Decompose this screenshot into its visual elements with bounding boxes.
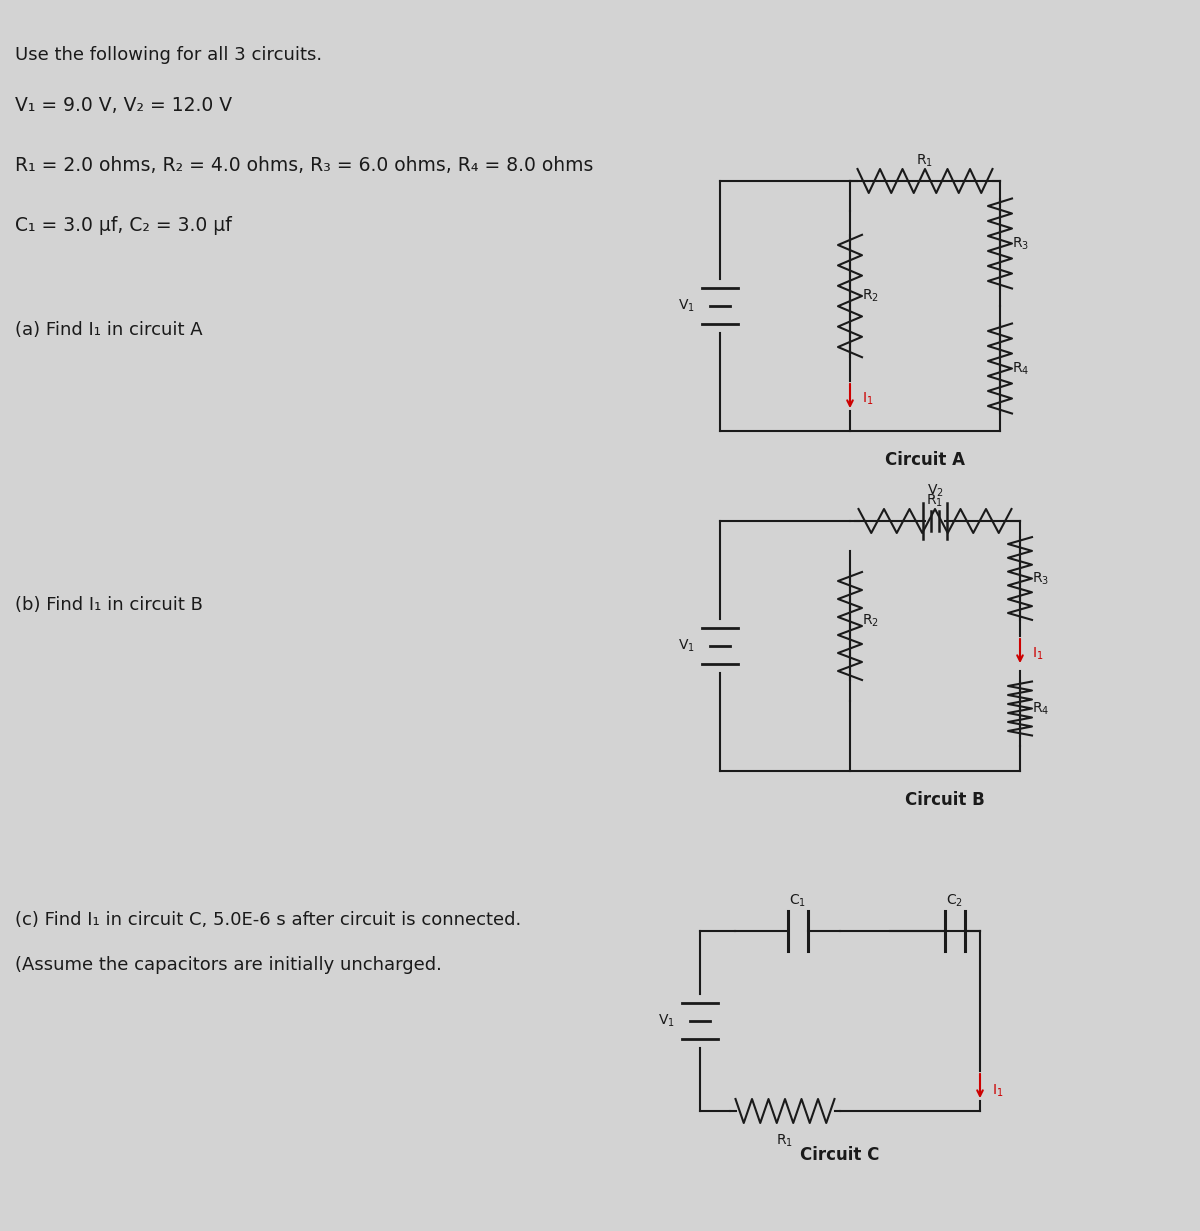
Text: R$_4$: R$_4$	[1032, 700, 1049, 716]
Text: R$_3$: R$_3$	[1012, 235, 1030, 251]
Text: (Assume the capacitors are initially uncharged.: (Assume the capacitors are initially unc…	[14, 956, 442, 974]
Text: V₁ = 9.0 V, V₂ = 12.0 V: V₁ = 9.0 V, V₂ = 12.0 V	[14, 96, 232, 114]
Text: R$_1$: R$_1$	[776, 1133, 793, 1150]
Text: Circuit C: Circuit C	[800, 1146, 880, 1165]
Text: Use the following for all 3 circuits.: Use the following for all 3 circuits.	[14, 46, 322, 64]
Text: V$_2$: V$_2$	[926, 483, 943, 499]
Text: C₁ = 3.0 μf, C₂ = 3.0 μf: C₁ = 3.0 μf, C₂ = 3.0 μf	[14, 215, 232, 235]
Text: C$_1$: C$_1$	[788, 892, 806, 908]
Text: R$_3$: R$_3$	[1032, 570, 1049, 587]
Text: I$_1$: I$_1$	[1032, 646, 1044, 662]
Text: C$_2$: C$_2$	[947, 892, 964, 908]
Text: R$_2$: R$_2$	[862, 288, 878, 304]
Text: Circuit B: Circuit B	[905, 792, 985, 809]
Text: V$_1$: V$_1$	[678, 298, 695, 314]
Text: V$_1$: V$_1$	[678, 638, 695, 654]
Text: (c) Find I₁ in circuit C, 5.0E-6 s after circuit is connected.: (c) Find I₁ in circuit C, 5.0E-6 s after…	[14, 911, 521, 929]
Text: R$_4$: R$_4$	[1012, 361, 1030, 377]
Text: Circuit A: Circuit A	[886, 451, 965, 469]
Text: R₁ = 2.0 ohms, R₂ = 4.0 ohms, R₃ = 6.0 ohms, R₄ = 8.0 ohms: R₁ = 2.0 ohms, R₂ = 4.0 ohms, R₃ = 6.0 o…	[14, 156, 593, 175]
Text: (b) Find I₁ in circuit B: (b) Find I₁ in circuit B	[14, 596, 203, 614]
Text: R$_2$: R$_2$	[862, 613, 878, 629]
Text: R$_1$: R$_1$	[926, 492, 943, 508]
Text: I$_1$: I$_1$	[992, 1083, 1003, 1099]
Text: V$_1$: V$_1$	[658, 1013, 674, 1029]
Text: I$_1$: I$_1$	[862, 390, 874, 407]
Text: (a) Find I₁ in circuit A: (a) Find I₁ in circuit A	[14, 321, 203, 339]
Text: R$_1$: R$_1$	[917, 153, 934, 169]
